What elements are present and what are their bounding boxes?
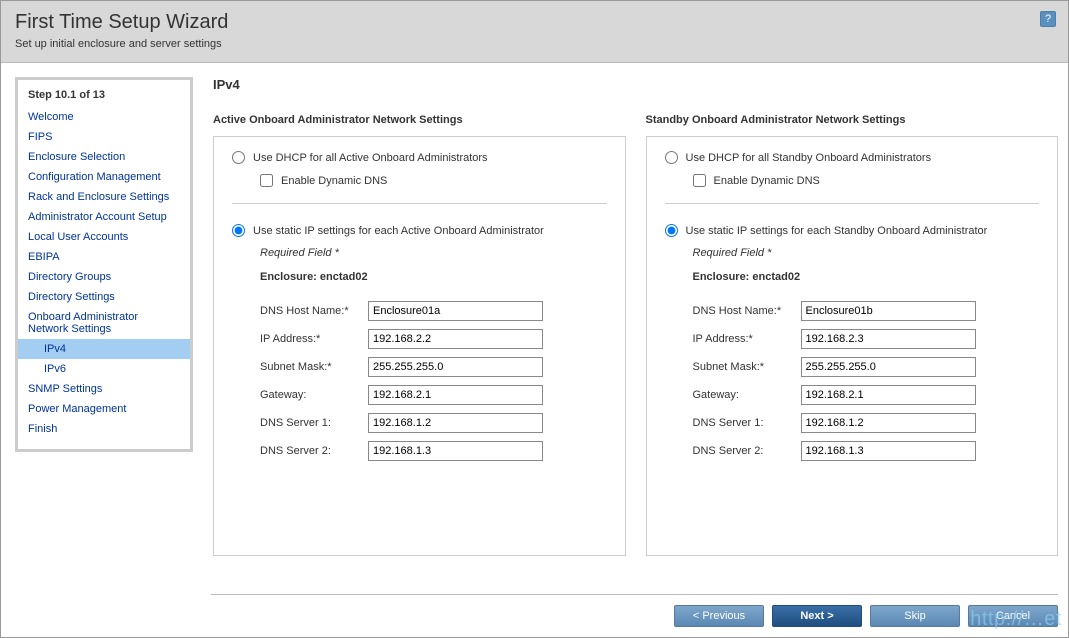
- standby-dnshost-label: DNS Host Name:*: [693, 305, 801, 317]
- standby-ddns-label: Enable Dynamic DNS: [714, 175, 820, 187]
- step-indicator: Step 10.1 of 13: [18, 86, 190, 107]
- active-ddns-checkbox[interactable]: [260, 174, 273, 187]
- active-panel-box: Use DHCP for all Active Onboard Administ…: [213, 136, 626, 556]
- required-field-note: Required Field *: [232, 247, 607, 259]
- active-panel-title: Active Onboard Administrator Network Set…: [213, 114, 626, 126]
- standby-panel-column: Standby Onboard Administrator Network Se…: [646, 114, 1059, 556]
- standby-panel-title: Standby Onboard Administrator Network Se…: [646, 114, 1059, 126]
- active-gw-input[interactable]: [368, 385, 543, 405]
- active-dhcp-radio[interactable]: [232, 151, 245, 164]
- standby-dhcp-radio[interactable]: [665, 151, 678, 164]
- skip-button[interactable]: Skip: [870, 605, 960, 627]
- active-dns2-label: DNS Server 2:: [260, 445, 368, 457]
- standby-ip-input[interactable]: [801, 329, 976, 349]
- active-dnshost-label: DNS Host Name:*: [260, 305, 368, 317]
- standby-mask-input[interactable]: [801, 357, 976, 377]
- standby-dhcp-label: Use DHCP for all Standby Onboard Adminis…: [686, 152, 932, 164]
- standby-static-label: Use static IP settings for each Standby …: [686, 225, 988, 237]
- standby-panel-box: Use DHCP for all Standby Onboard Adminis…: [646, 136, 1059, 556]
- wizard-title: First Time Setup Wizard: [15, 11, 1054, 34]
- sidebar-item[interactable]: Power Management: [18, 399, 190, 419]
- page-title: IPv4: [213, 77, 1058, 92]
- active-ip-label: IP Address:*: [260, 333, 368, 345]
- sidebar-item[interactable]: IPv6: [18, 359, 190, 379]
- active-panel-column: Active Onboard Administrator Network Set…: [213, 114, 626, 556]
- standby-gw-label: Gateway:: [693, 389, 801, 401]
- sidebar-item[interactable]: Configuration Management: [18, 167, 190, 187]
- active-mask-input[interactable]: [368, 357, 543, 377]
- sidebar-item[interactable]: FIPS: [18, 127, 190, 147]
- required-field-note: Required Field *: [665, 247, 1040, 259]
- cancel-button[interactable]: Cancel: [968, 605, 1058, 627]
- wizard-header: First Time Setup Wizard Set up initial e…: [1, 1, 1068, 63]
- standby-gw-input[interactable]: [801, 385, 976, 405]
- active-dns1-label: DNS Server 1:: [260, 417, 368, 429]
- sidebar-item[interactable]: Enclosure Selection: [18, 147, 190, 167]
- standby-ddns-checkbox[interactable]: [693, 174, 706, 187]
- sidebar-item[interactable]: Local User Accounts: [18, 227, 190, 247]
- sidebar-item[interactable]: Welcome: [18, 107, 190, 127]
- active-dhcp-label: Use DHCP for all Active Onboard Administ…: [253, 152, 488, 164]
- active-mask-label: Subnet Mask:*: [260, 361, 368, 373]
- standby-dnshost-input[interactable]: [801, 301, 976, 321]
- sidebar-item[interactable]: Administrator Account Setup: [18, 207, 190, 227]
- sidebar-item[interactable]: EBIPA: [18, 247, 190, 267]
- wizard-sidebar: Step 10.1 of 13 WelcomeFIPSEnclosure Sel…: [15, 77, 193, 452]
- active-dns2-input[interactable]: [368, 441, 543, 461]
- separator: [232, 203, 607, 204]
- active-gw-label: Gateway:: [260, 389, 368, 401]
- sidebar-item[interactable]: Rack and Enclosure Settings: [18, 187, 190, 207]
- wizard-main: IPv4 Active Onboard Administrator Networ…: [193, 77, 1058, 556]
- standby-dns2-input[interactable]: [801, 441, 976, 461]
- active-static-label: Use static IP settings for each Active O…: [253, 225, 544, 237]
- active-dnshost-input[interactable]: [368, 301, 543, 321]
- standby-mask-label: Subnet Mask:*: [693, 361, 801, 373]
- help-icon[interactable]: ?: [1040, 11, 1056, 27]
- previous-button[interactable]: < Previous: [674, 605, 764, 627]
- nav-list: WelcomeFIPSEnclosure SelectionConfigurat…: [18, 107, 190, 439]
- standby-dns1-label: DNS Server 1:: [693, 417, 801, 429]
- standby-dns1-input[interactable]: [801, 413, 976, 433]
- standby-static-radio[interactable]: [665, 224, 678, 237]
- active-enclosure-label: Enclosure: enctad02: [232, 271, 607, 283]
- sidebar-item[interactable]: SNMP Settings: [18, 379, 190, 399]
- standby-enclosure-label: Enclosure: enctad02: [665, 271, 1040, 283]
- standby-dns2-label: DNS Server 2:: [693, 445, 801, 457]
- next-button[interactable]: Next >: [772, 605, 862, 627]
- wizard-subtitle: Set up initial enclosure and server sett…: [15, 38, 1054, 50]
- sidebar-item[interactable]: Directory Settings: [18, 287, 190, 307]
- active-ddns-label: Enable Dynamic DNS: [281, 175, 387, 187]
- sidebar-item[interactable]: Onboard Administrator Network Settings: [18, 307, 190, 339]
- sidebar-item[interactable]: IPv4: [18, 339, 190, 359]
- active-ip-input[interactable]: [368, 329, 543, 349]
- wizard-footer: < Previous Next > Skip Cancel: [211, 594, 1058, 627]
- standby-ip-label: IP Address:*: [693, 333, 801, 345]
- sidebar-item[interactable]: Directory Groups: [18, 267, 190, 287]
- active-static-radio[interactable]: [232, 224, 245, 237]
- sidebar-item[interactable]: Finish: [18, 419, 190, 439]
- separator: [665, 203, 1040, 204]
- active-dns1-input[interactable]: [368, 413, 543, 433]
